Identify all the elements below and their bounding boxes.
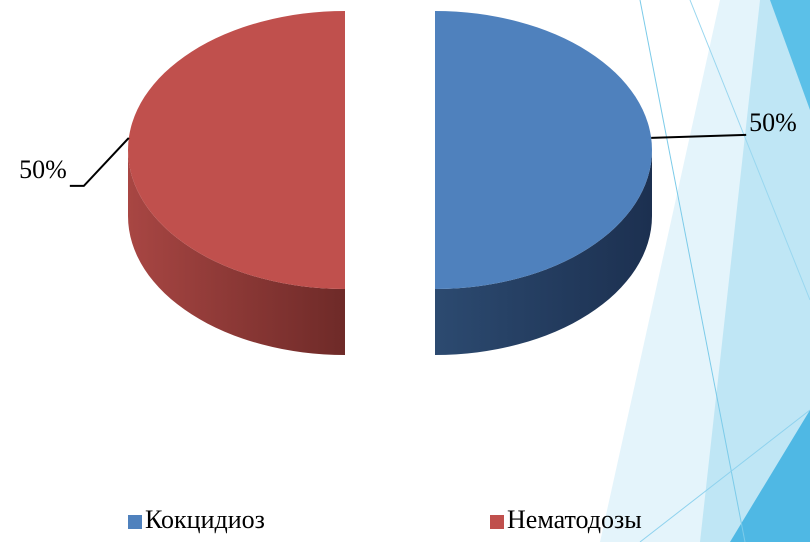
legend-label: Кокцидиоз xyxy=(145,505,265,534)
data-label: 50% xyxy=(749,108,797,137)
legend-swatch xyxy=(490,515,504,529)
data-label: 50% xyxy=(19,155,67,184)
slice xyxy=(435,11,652,355)
legend: Кокцидиоз Нематодозы xyxy=(128,505,642,534)
slice xyxy=(128,11,345,355)
leader-line xyxy=(69,137,130,187)
slice-wall xyxy=(435,150,652,355)
legend-label: Нематодозы xyxy=(507,505,642,534)
background-decoration xyxy=(600,0,810,542)
slice-top xyxy=(128,11,345,289)
legend-swatch xyxy=(128,515,142,529)
leader-line xyxy=(651,133,747,139)
slice-wall xyxy=(128,150,345,355)
labels: 50% 50% xyxy=(19,108,797,187)
pie xyxy=(128,11,652,355)
slice-top xyxy=(435,11,652,289)
